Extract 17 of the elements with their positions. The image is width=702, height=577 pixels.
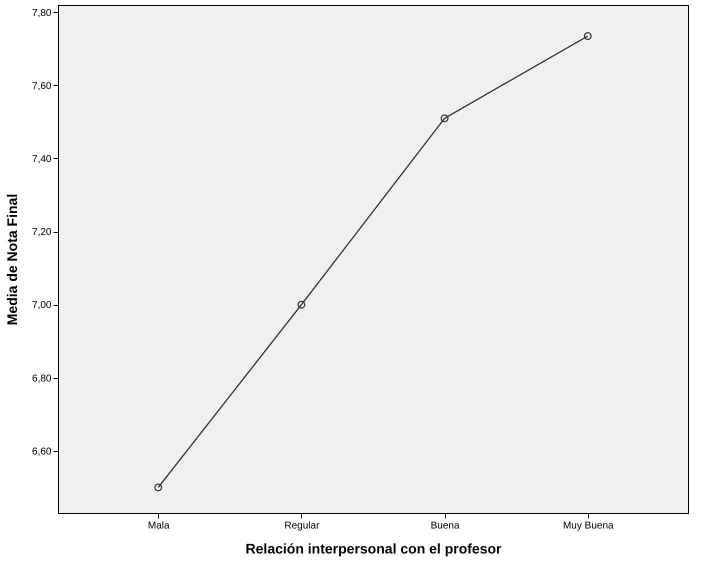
point: [297, 300, 306, 309]
x-axis-title: Relación interpersonal con el profesor: [246, 540, 502, 556]
x-tick-label: Mala: [148, 520, 170, 532]
x-tick-label: Regular: [284, 520, 320, 532]
y-tick-label: 7,60: [32, 80, 52, 92]
y-axis-title: Media de Nota Final: [4, 194, 20, 326]
y-tick-label: 6,60: [32, 446, 52, 458]
point: [584, 32, 592, 40]
y-tick-label: 7,20: [32, 227, 52, 238]
y-tick-label: 7,40: [32, 154, 52, 165]
x-tick-label: Buena: [430, 520, 460, 532]
y-tick-label: 6,80: [32, 373, 52, 384]
point: [154, 483, 162, 492]
point: [440, 114, 449, 122]
y-tick-label: 7,80: [32, 8, 52, 19]
y-tick-label: 7,00: [32, 300, 52, 312]
x-tick-label: Muy Buena: [562, 520, 614, 532]
